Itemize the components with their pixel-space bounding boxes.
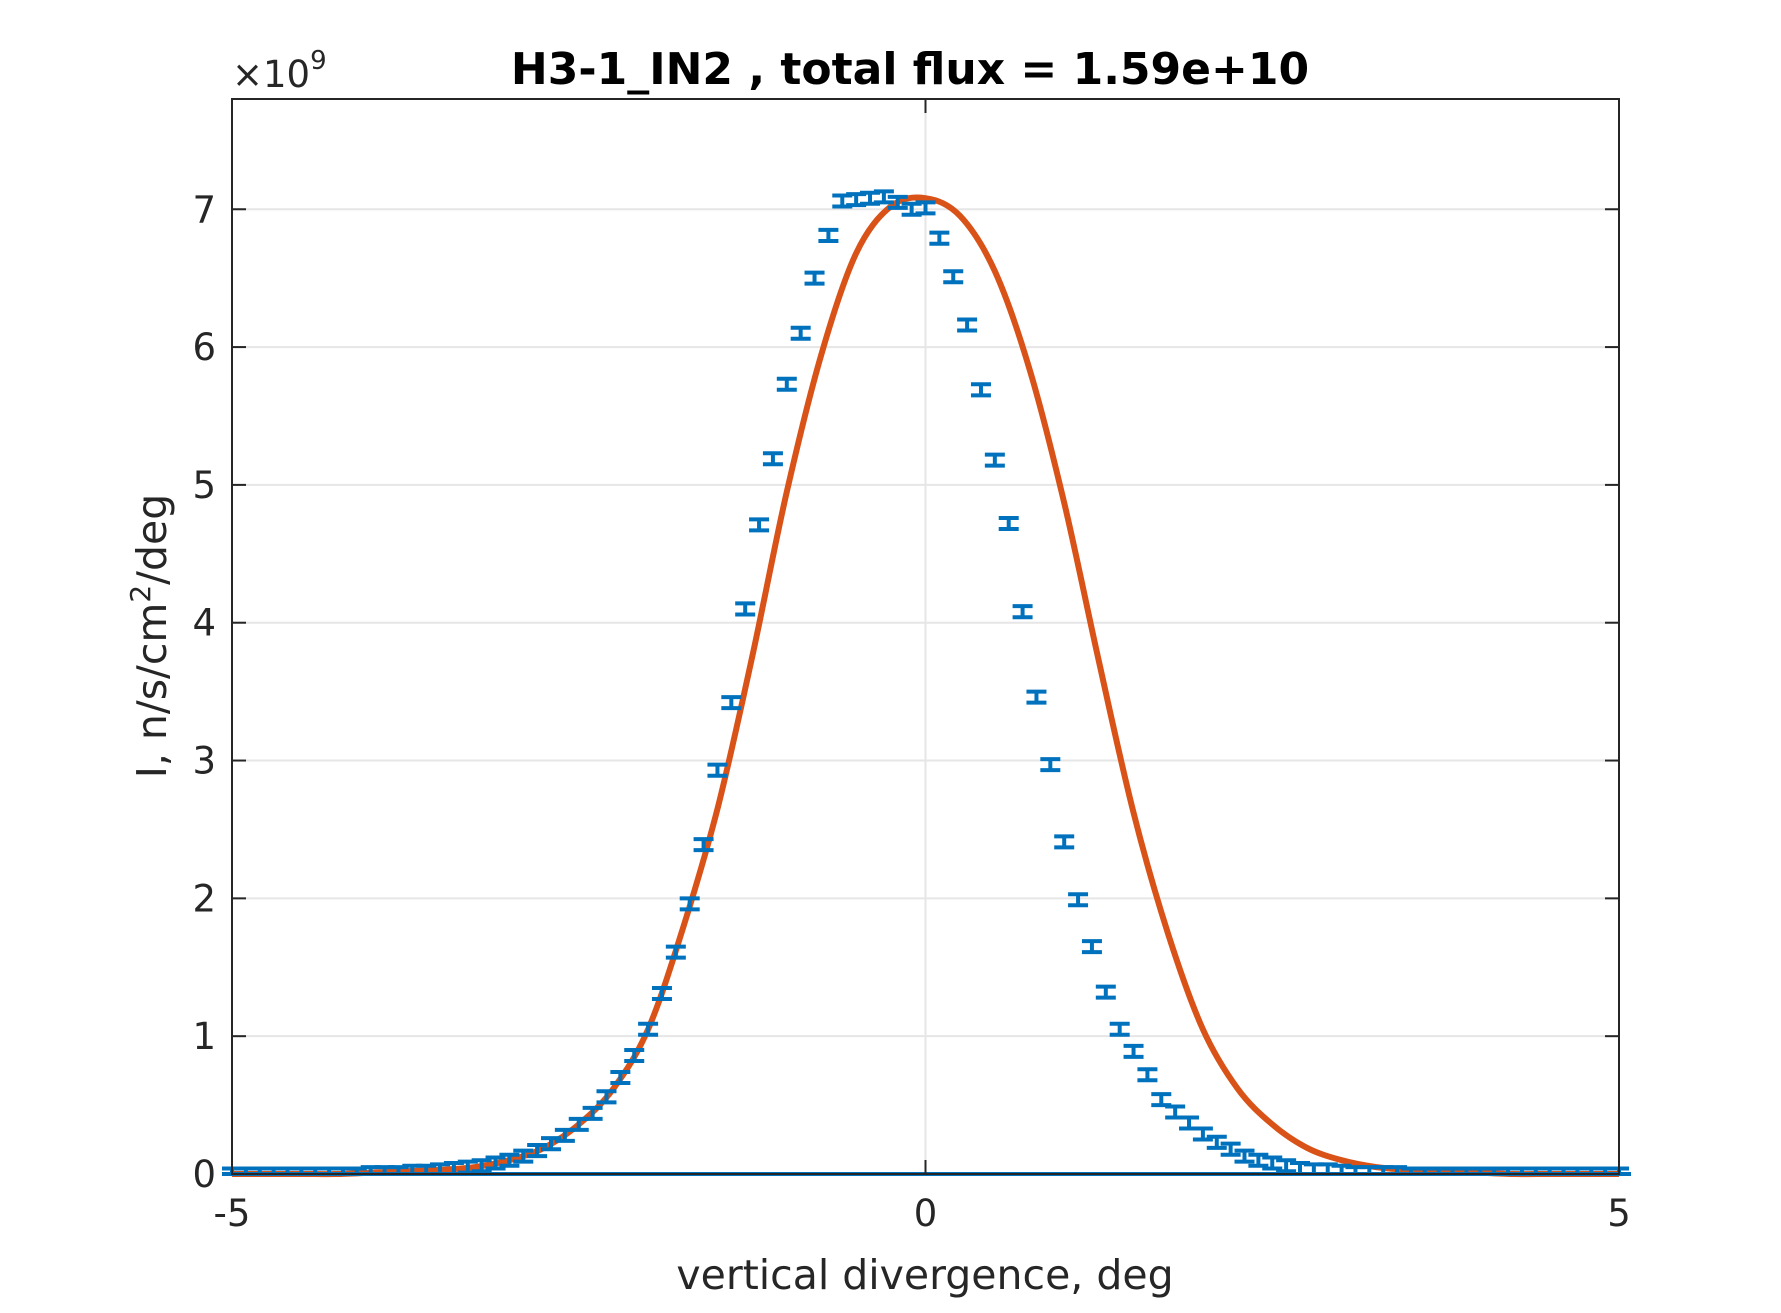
data-point	[1220, 1141, 1241, 1157]
data-point	[1012, 604, 1033, 620]
data-point	[541, 1136, 562, 1152]
x-axis-label: vertical divergence, deg	[676, 1251, 1173, 1299]
data-point	[679, 896, 700, 912]
data-point	[749, 517, 770, 533]
y-tick-label: 5	[192, 464, 216, 507]
data-point	[1109, 1021, 1130, 1037]
data-point	[693, 837, 714, 853]
data-point	[1095, 984, 1116, 1000]
data-point	[1248, 1152, 1269, 1168]
chart-title: H3-1_IN2 , total flux = 1.59e+10	[511, 44, 1309, 95]
data-point	[471, 1158, 492, 1174]
data-point	[804, 270, 825, 286]
data-point	[887, 194, 908, 210]
data-point	[485, 1155, 506, 1171]
y-exponent-prefix: ×10	[232, 53, 310, 96]
y-axis-label: I, n/s/cm2/deg	[124, 494, 176, 779]
data-point	[790, 325, 811, 341]
x-tick-label: 0	[914, 1192, 938, 1235]
data-point	[499, 1152, 520, 1168]
data-point	[582, 1105, 603, 1121]
data-point	[762, 451, 783, 467]
data-point	[943, 269, 964, 285]
y-tick-label: 6	[192, 326, 216, 369]
x-tick-label: 5	[1607, 1192, 1631, 1235]
data-point	[873, 189, 894, 205]
data-point	[984, 452, 1005, 468]
fit-layer	[232, 194, 1619, 1178]
data-point	[1081, 939, 1102, 955]
data-point	[1276, 1158, 1297, 1174]
y-tick-label: 0	[192, 1153, 216, 1196]
y-tick-label: 3	[192, 740, 216, 783]
data-point	[1123, 1043, 1144, 1059]
data-point	[929, 230, 950, 246]
y-tick-label: 4	[192, 602, 216, 645]
data-point	[721, 695, 742, 711]
data-point	[1054, 834, 1075, 850]
data-point	[513, 1148, 534, 1164]
data-point	[1234, 1148, 1255, 1164]
data-point	[651, 985, 672, 1001]
data-point	[610, 1070, 631, 1086]
data-point	[1206, 1134, 1227, 1150]
data-point	[1137, 1067, 1158, 1083]
data-point	[638, 1021, 659, 1037]
y-exponent-power: 9	[310, 46, 327, 76]
data-point	[818, 227, 839, 243]
y-tick-label: 2	[192, 877, 216, 920]
data-point	[998, 515, 1019, 531]
data-point	[970, 382, 991, 398]
data-point	[1068, 892, 1089, 908]
data-point	[735, 601, 756, 617]
y-exponent-label: ×109	[232, 46, 327, 96]
data-point	[1040, 757, 1061, 773]
data-point	[1026, 689, 1047, 705]
data-point	[665, 944, 686, 960]
data-point	[915, 200, 936, 216]
data-point	[1262, 1155, 1283, 1171]
data-point	[624, 1047, 645, 1063]
data-point	[707, 762, 728, 778]
y-axis-label-main: I, n/s/cm	[128, 603, 176, 779]
y-axis-label-end: /deg	[128, 494, 176, 585]
data-point	[1192, 1126, 1213, 1142]
y-tick-label: 1	[192, 1015, 216, 1058]
data-point	[596, 1089, 617, 1105]
y-tick-label: 7	[192, 188, 216, 231]
fit-curve	[232, 194, 1619, 1178]
data-point	[527, 1143, 548, 1159]
data-point	[957, 317, 978, 333]
x-tick-label: -5	[214, 1192, 251, 1235]
y-axis-label-superscript: 2	[124, 585, 157, 603]
data-point	[776, 376, 797, 392]
